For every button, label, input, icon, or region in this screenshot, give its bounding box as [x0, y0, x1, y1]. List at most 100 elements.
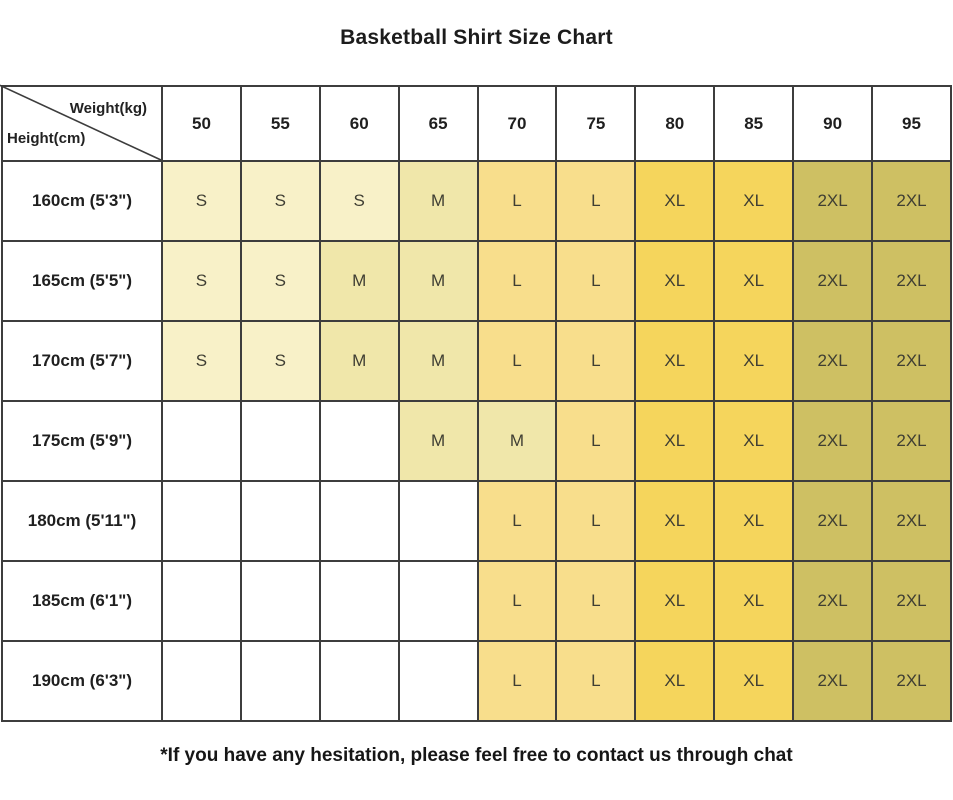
table-row: 160cm (5'3") S S S M L L XL XL 2XL 2XL: [1, 160, 952, 242]
height-label: 170cm (5'7"): [1, 320, 163, 402]
corner-weight-label: Weight(kg): [69, 100, 147, 117]
size-cell-2xl: 2XL: [792, 560, 874, 642]
size-cell-empty: [161, 480, 242, 562]
size-cell-empty: [239, 480, 321, 562]
weight-header-80: 80: [634, 85, 716, 162]
size-cell-empty: [239, 640, 321, 722]
size-cell-empty: [318, 400, 400, 482]
size-cell-xl: XL: [713, 160, 795, 242]
size-cell-2xl: 2XL: [792, 240, 874, 322]
size-cell-m: M: [318, 240, 400, 322]
size-cell-l: L: [555, 240, 637, 322]
size-cell-xl: XL: [713, 640, 795, 722]
size-cell-xl: XL: [713, 560, 795, 642]
corner-header-cell: Weight(kg) Height(cm): [2, 86, 163, 162]
table-row: 175cm (5'9") M M L XL XL 2XL 2XL: [1, 400, 952, 482]
weight-header-85: 85: [713, 85, 795, 162]
weight-header-70: 70: [476, 85, 558, 162]
table-row: 185cm (6'1") L L XL XL 2XL 2XL: [1, 560, 952, 642]
diagonal-divider-line: [3, 87, 161, 160]
size-cell-xl: XL: [713, 320, 795, 402]
weight-header-75: 75: [555, 85, 637, 162]
size-cell-s: S: [161, 240, 242, 322]
size-cell-empty: [239, 560, 321, 642]
size-cell-m: M: [397, 320, 479, 402]
header-row: Weight(kg) Height(cm) 50 55 60 65 70 75 80 85 90…: [2, 85, 952, 162]
size-cell-s: S: [161, 320, 242, 402]
size-cell-xl: XL: [713, 400, 795, 482]
size-cell-2xl: 2XL: [792, 320, 874, 402]
footer-note: *If you have any hesitation, please feel…: [160, 745, 793, 766]
size-cell-l: L: [476, 640, 558, 722]
height-label: 190cm (6'3"): [1, 640, 163, 722]
size-cell-2xl: 2XL: [792, 480, 874, 562]
size-cell-2xl: 2XL: [871, 400, 952, 482]
size-cell-xl: XL: [634, 640, 716, 722]
size-cell-m: M: [397, 240, 479, 322]
size-cell-empty: [397, 560, 479, 642]
size-cell-l: L: [476, 240, 558, 322]
size-cell-empty: [397, 480, 479, 562]
size-cell-m: M: [397, 400, 479, 482]
size-cell-2xl: 2XL: [871, 240, 952, 322]
height-label: 175cm (5'9"): [1, 400, 163, 482]
size-cell-empty: [318, 640, 400, 722]
size-cell-m: M: [476, 400, 558, 482]
size-cell-2xl: 2XL: [792, 640, 874, 722]
size-cell-s: S: [239, 160, 321, 242]
size-cell-xl: XL: [634, 240, 716, 322]
size-cell-s: S: [239, 320, 321, 402]
size-cell-l: L: [476, 560, 558, 642]
size-cell-l: L: [476, 320, 558, 402]
size-cell-xl: XL: [634, 560, 716, 642]
table-row: 180cm (5'11") L L XL XL 2XL 2XL: [1, 480, 952, 562]
size-cell-2xl: 2XL: [871, 320, 952, 402]
corner-height-label: Height(cm): [7, 130, 86, 147]
size-cell-2xl: 2XL: [792, 160, 874, 242]
size-chart-table: Weight(kg) Height(cm) 50 55 60 65 70 75 80 85 90…: [1, 85, 952, 722]
size-cell-2xl: 2XL: [871, 160, 952, 242]
height-label: 160cm (5'3"): [1, 160, 163, 242]
size-cell-empty: [161, 400, 242, 482]
weight-header-60: 60: [318, 85, 400, 162]
size-cell-l: L: [555, 400, 637, 482]
table-row: 170cm (5'7") S S M M L L XL XL 2XL 2XL: [1, 320, 952, 402]
size-cell-2xl: 2XL: [871, 640, 952, 722]
size-cell-2xl: 2XL: [792, 400, 874, 482]
size-cell-xl: XL: [634, 400, 716, 482]
size-cell-m: M: [318, 320, 400, 402]
weight-header-50: 50: [161, 85, 242, 162]
size-cell-2xl: 2XL: [871, 480, 952, 562]
size-cell-l: L: [555, 320, 637, 402]
weight-header-95: 95: [871, 85, 952, 162]
height-label: 165cm (5'5"): [1, 240, 163, 322]
size-cell-s: S: [161, 160, 242, 242]
size-cell-empty: [161, 560, 242, 642]
size-cell-empty: [397, 640, 479, 722]
size-cell-s: S: [239, 240, 321, 322]
size-cell-xl: XL: [634, 320, 716, 402]
size-cell-l: L: [555, 640, 637, 722]
weight-header-90: 90: [792, 85, 874, 162]
table-row: 165cm (5'5") S S M M L L XL XL 2XL 2XL: [1, 240, 952, 322]
weight-header-55: 55: [239, 85, 321, 162]
size-cell-2xl: 2XL: [871, 560, 952, 642]
size-cell-xl: XL: [713, 480, 795, 562]
height-label: 180cm (5'11"): [1, 480, 163, 562]
size-cell-empty: [318, 560, 400, 642]
table-row: 190cm (6'3") L L XL XL 2XL 2XL: [1, 640, 952, 722]
size-cell-xl: XL: [713, 240, 795, 322]
size-cell-empty: [318, 480, 400, 562]
size-cell-empty: [239, 400, 321, 482]
page-title: Basketball Shirt Size Chart: [340, 26, 613, 49]
size-cell-xl: XL: [634, 480, 716, 562]
weight-header-65: 65: [397, 85, 479, 162]
size-cell-l: L: [555, 560, 637, 642]
size-cell-empty: [161, 640, 242, 722]
size-cell-l: L: [555, 160, 637, 242]
height-label: 185cm (6'1"): [1, 560, 163, 642]
size-cell-m: M: [397, 160, 479, 242]
size-cell-l: L: [555, 480, 637, 562]
size-cell-l: L: [476, 480, 558, 562]
